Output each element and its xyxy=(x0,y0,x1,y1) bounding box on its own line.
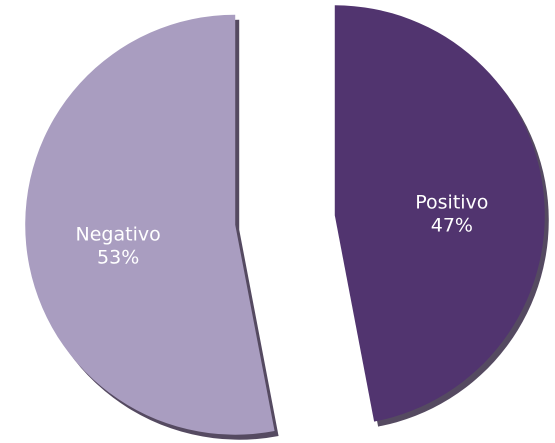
slice xyxy=(334,5,545,422)
slice-value-label: 47% xyxy=(431,215,473,237)
slice xyxy=(25,14,275,435)
slice-label: Negativo xyxy=(76,223,161,245)
slice-label: Positivo xyxy=(415,192,488,214)
slice-value-label: 53% xyxy=(97,246,139,268)
